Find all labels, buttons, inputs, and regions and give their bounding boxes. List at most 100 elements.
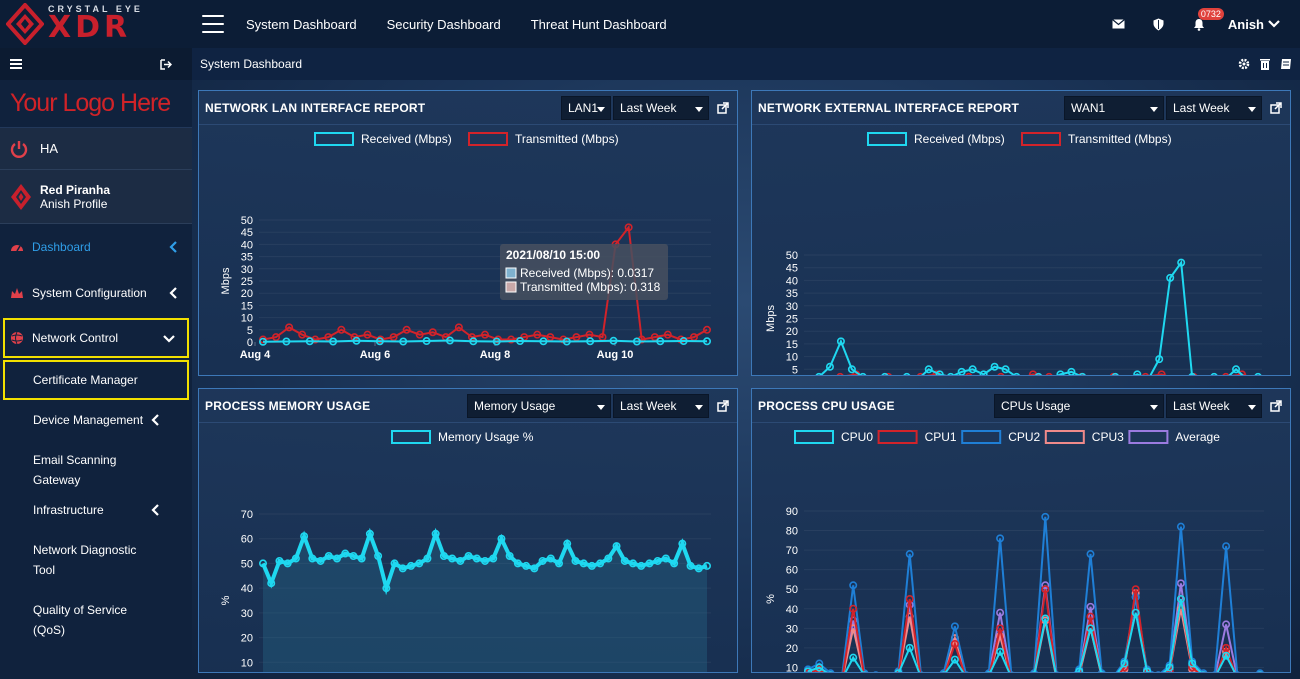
data-point [905, 643, 914, 652]
data-point [1086, 602, 1095, 611]
sidebar-subitem-infrastructure[interactable]: Infrastructure [0, 500, 192, 520]
period-select[interactable]: Last Week [613, 96, 709, 120]
sidebar-subitem-device-management[interactable]: Device Management [0, 400, 192, 440]
external-link-icon[interactable] [717, 102, 729, 114]
chevron-left-icon [151, 414, 159, 426]
data-point [1041, 581, 1050, 590]
data-point [324, 552, 333, 561]
legend-item: CPU0 [794, 430, 873, 444]
data-point [516, 337, 525, 346]
y-tick-label: 40 [786, 604, 798, 616]
menu-toggle-icon[interactable] [202, 15, 224, 33]
y-axis-label: Mbps [220, 267, 232, 294]
nav-security-dashboard[interactable]: Security Dashboard [386, 16, 501, 32]
period-select[interactable]: Last Week [613, 394, 709, 418]
sidebar-subitem-quality-of-service[interactable]: Quality of Service (QoS) [0, 600, 150, 640]
trash-icon[interactable] [1259, 58, 1271, 70]
data-point [448, 554, 457, 563]
data-point [398, 564, 407, 573]
y-tick-label: 20 [786, 643, 798, 655]
nav-threat-hunt-dashboard[interactable]: Threat Hunt Dashboard [530, 16, 667, 32]
y-tick-label: 15 [786, 339, 798, 351]
data-point [572, 333, 581, 342]
interface-select[interactable]: WAN1 [1064, 96, 1164, 120]
sidebar-item-dashboard[interactable]: Dashboard [0, 224, 192, 270]
external-link-icon[interactable] [717, 400, 729, 412]
sidebar-item-system-configuration[interactable]: System Configuration [0, 270, 192, 316]
data-point [849, 581, 858, 590]
user-menu[interactable]: Anish [1228, 17, 1280, 32]
sidebar-subitem-label: Email Scanning Gateway [33, 453, 117, 487]
data-point [847, 365, 856, 374]
brand-logo[interactable]: CRYSTAL EYE XDR [0, 0, 192, 48]
profile-card[interactable]: Red Piranha Anish Profile [0, 170, 192, 224]
y-tick-label: 20 [241, 288, 253, 300]
bell-icon[interactable]: 0732 [1192, 8, 1224, 31]
y-tick-label: 35 [786, 288, 798, 300]
data-point [916, 372, 925, 375]
data-point [333, 554, 342, 563]
logout-icon[interactable] [160, 58, 172, 70]
legend-item: Received (Mbps) [314, 132, 452, 146]
sidebar-subitem-certificate-manager[interactable]: Certificate Manager [3, 360, 189, 400]
data-point [563, 539, 572, 548]
data-point [1041, 614, 1050, 623]
shield-icon[interactable] [1152, 17, 1166, 31]
system-config-icon [11, 288, 23, 298]
period-select[interactable]: Last Week [1166, 394, 1262, 418]
book-icon[interactable] [1280, 58, 1292, 70]
data-point [997, 372, 1005, 375]
sidebar-subitem-label: Network Diagnostic Tool [33, 543, 137, 577]
data-point [968, 365, 977, 374]
legend-swatch [867, 132, 907, 146]
sidebar-subitem-email-scanning-gateway[interactable]: Email Scanning Gateway [0, 440, 150, 500]
sidebar-item-label: System Configuration [32, 286, 147, 300]
data-point [905, 550, 914, 559]
nav-system-dashboard[interactable]: System Dashboard [246, 16, 357, 32]
sidebar-item-ha[interactable]: HA [0, 128, 192, 170]
sidebar-menu-icon[interactable] [10, 59, 22, 69]
sidebar-item-label: Dashboard [32, 240, 91, 254]
profile-name: Red Piranha [40, 182, 111, 197]
data-point [1098, 669, 1106, 672]
chart-tooltip: 2021/08/10 15:00 Received (Mbps): 0.0317T… [500, 244, 668, 300]
data-point [996, 632, 1005, 641]
y-tick-label: 70 [786, 545, 798, 557]
mail-icon[interactable] [1112, 17, 1126, 31]
data-point [1222, 620, 1231, 629]
data-point [596, 559, 605, 568]
select-value: LAN1 [568, 101, 599, 115]
legend-swatch [391, 430, 431, 444]
metric-select[interactable]: Memory Usage [467, 394, 611, 418]
y-tick-label: 50 [786, 584, 798, 596]
power-icon [10, 140, 28, 158]
data-point [422, 337, 431, 346]
interface-select[interactable]: LAN1 [561, 96, 611, 120]
data-point [579, 559, 588, 568]
data-point [815, 372, 823, 375]
data-point [650, 333, 659, 342]
panel-title: PROCESS CPU USAGE [758, 398, 895, 413]
legend-swatch [794, 430, 834, 444]
period-select[interactable]: Last Week [1166, 96, 1262, 120]
y-tick-label: 45 [241, 227, 253, 239]
data-point [628, 559, 637, 568]
series-line [819, 259, 1244, 375]
gear-icon[interactable] [1238, 58, 1250, 70]
data-point [365, 529, 374, 538]
data-point [1232, 365, 1241, 374]
data-point [546, 554, 555, 563]
external-link-icon[interactable] [1270, 102, 1282, 114]
data-point [374, 552, 383, 561]
data-point [349, 552, 358, 561]
user-name: Anish [1227, 16, 1264, 32]
sidebar-subitem-network-diagnostic-tool[interactable]: Network Diagnostic Tool [0, 520, 150, 600]
external-link-icon[interactable] [1270, 400, 1282, 412]
data-point [1176, 522, 1185, 531]
panel-external-interface: NETWORK EXTERNAL INTERFACE REPORT WAN1 L… [751, 90, 1291, 376]
metric-select[interactable]: CPUs Usage [994, 394, 1164, 418]
legend-swatch [468, 132, 508, 146]
data-point [656, 337, 665, 346]
sidebar-item-network-control[interactable]: Network Control [3, 318, 189, 358]
red-piranha-logo-icon [11, 183, 31, 210]
